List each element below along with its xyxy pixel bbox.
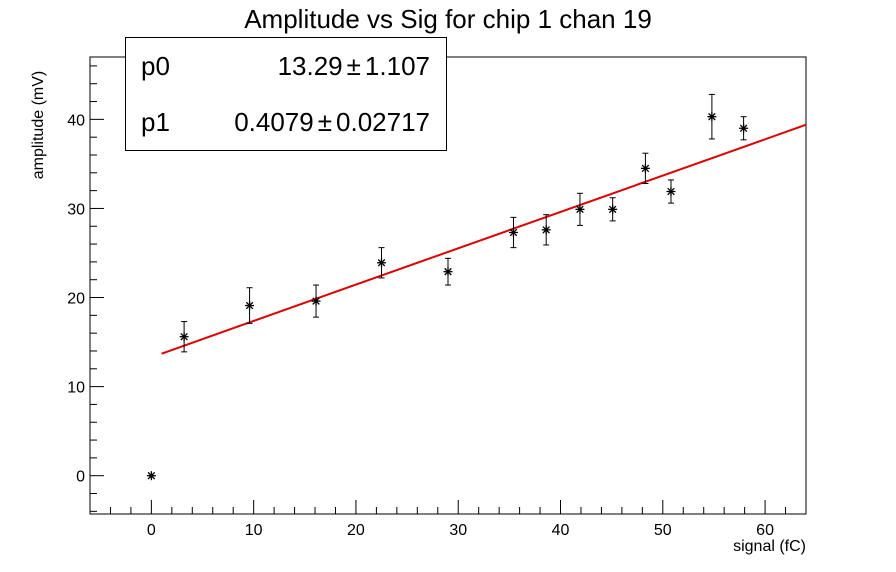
data-point (377, 247, 387, 279)
pm-symbol: ± (346, 51, 361, 81)
p0-value-group: 13.29 ±1.107 (278, 51, 430, 82)
p0-error: 1.107 (364, 51, 430, 81)
y-axis-label: amplitude (mV) (30, 70, 47, 180)
data-point (311, 284, 321, 318)
stat-row-p0: p0 13.29 ±1.107 (126, 51, 446, 85)
stat-row-p1: p1 0.4079 ±0.02717 (126, 107, 446, 141)
data-point (575, 192, 585, 226)
y-tick-labels: 0 10 20 30 40 (67, 112, 85, 485)
star-marker (641, 164, 650, 173)
star-marker (739, 124, 748, 133)
axis-ticks (89, 65, 807, 514)
chart-title: Amplitude vs Sig for chip 1 chan 19 (244, 4, 652, 34)
data-point (666, 179, 676, 204)
star-marker (608, 205, 617, 214)
data-point (739, 116, 749, 141)
p1-value: 0.4079 (234, 107, 314, 137)
y-tick-label: 20 (67, 291, 85, 308)
data-point (146, 471, 156, 481)
star-marker (312, 297, 320, 305)
plot-frame (89, 56, 807, 515)
data-point (179, 321, 189, 353)
p1-value-group: 0.4079 ±0.02717 (234, 107, 430, 138)
x-tick-label: 50 (654, 522, 672, 539)
p1-error: 0.02717 (336, 107, 430, 137)
star-marker (444, 267, 452, 276)
fit-line (161, 123, 807, 355)
x-tick-label: 60 (756, 522, 774, 539)
star-marker (576, 205, 584, 214)
y-tick-label: 0 (76, 469, 85, 486)
fit-line-group (161, 123, 807, 355)
data-point (245, 287, 255, 324)
data-point (640, 152, 650, 184)
data-points (146, 93, 749, 481)
x-axis-label: signal (fC) (733, 538, 806, 555)
star-marker (542, 226, 550, 234)
y-tick-label: 10 (67, 380, 85, 397)
star-marker (180, 332, 188, 341)
x-tick-label: 40 (552, 522, 570, 539)
star-marker (667, 187, 675, 196)
x-tick-labels: 0 10 20 30 40 50 60 (147, 522, 774, 539)
x-tick-label: 30 (449, 522, 467, 539)
star-marker (708, 112, 716, 121)
star-marker (377, 259, 386, 267)
p0-label: p0 (141, 51, 170, 81)
star-marker (147, 471, 156, 480)
p1-label: p1 (141, 107, 170, 137)
y-tick-label: 30 (67, 201, 85, 218)
pm-symbol: ± (317, 107, 333, 137)
star-marker (509, 228, 518, 237)
data-point (443, 257, 453, 286)
data-point (608, 197, 618, 222)
data-point (508, 216, 518, 249)
x-tick-label: 20 (347, 522, 365, 539)
data-point (707, 93, 717, 140)
fit-stats-box: p0 13.29 ±1.107 p1 0.4079 ±0.02717 (125, 37, 447, 151)
x-tick-label: 10 (245, 522, 263, 539)
y-tick-label: 40 (67, 112, 85, 129)
p0-value: 13.29 (277, 51, 343, 81)
x-tick-label: 0 (147, 522, 156, 539)
star-marker (245, 301, 254, 310)
data-point (541, 214, 551, 246)
